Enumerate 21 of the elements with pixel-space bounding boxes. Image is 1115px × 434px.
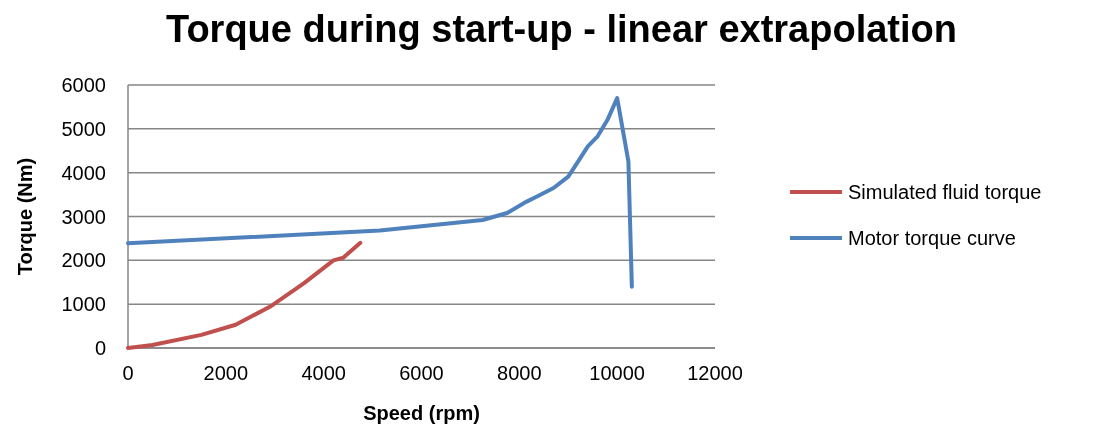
x-tick-label: 10000	[589, 362, 645, 384]
x-tick-label: 0	[122, 362, 134, 384]
x-tick-label: 4000	[301, 362, 346, 384]
x-tick-label: 2000	[203, 362, 249, 384]
x-tick-label: 8000	[497, 362, 542, 384]
y-tick-label: 2000	[61, 249, 106, 272]
legend-label: Motor torque curve	[848, 227, 1016, 249]
y-axis-title: Torque (Nm)	[14, 157, 36, 276]
x-axis-title: Speed (rpm)	[363, 402, 480, 424]
line-series	[126, 96, 634, 289]
line-series	[126, 240, 363, 350]
y-tick-label: 3000	[61, 205, 106, 228]
y-tick-label: 5000	[61, 117, 106, 140]
x-tick-label: 12000	[687, 362, 743, 384]
x-tick-label: 6000	[399, 362, 444, 384]
chart-title: Torque during start-up - linear extrapolation	[165, 8, 958, 50]
y-tick-label: 0	[94, 337, 106, 359]
y-tick-label: 6000	[61, 74, 106, 96]
legend-label: Simulated fluid torque	[848, 181, 1042, 203]
y-tick-label: 4000	[61, 161, 106, 184]
y-tick-label: 1000	[61, 293, 106, 316]
